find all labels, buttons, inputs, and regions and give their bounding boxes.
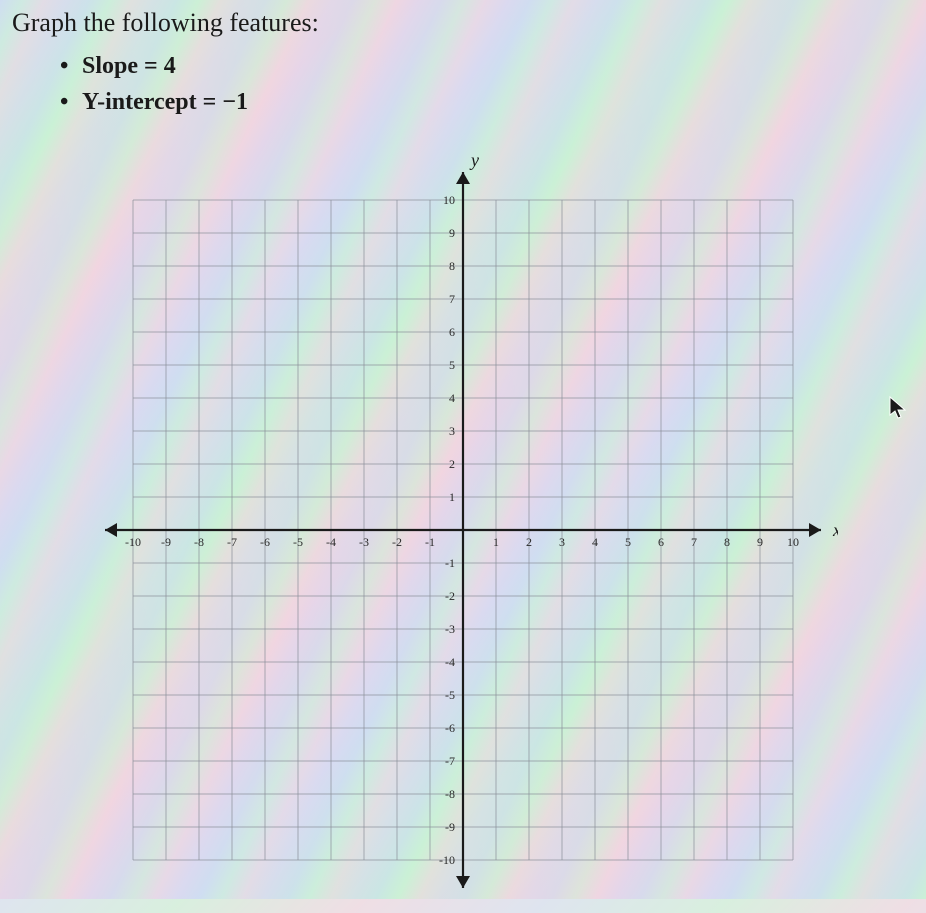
svg-text:4: 4 <box>592 535 598 549</box>
svg-text:-8: -8 <box>445 787 455 801</box>
svg-text:-1: -1 <box>425 535 435 549</box>
svg-text:-9: -9 <box>445 820 455 834</box>
svg-text:8: 8 <box>724 535 730 549</box>
svg-text:-8: -8 <box>194 535 204 549</box>
feature-value: −1 <box>222 89 248 115</box>
x-axis-label: x <box>832 520 838 540</box>
svg-text:-7: -7 <box>445 754 455 768</box>
svg-text:10: 10 <box>443 193 455 207</box>
svg-text:10: 10 <box>787 535 799 549</box>
svg-text:5: 5 <box>625 535 631 549</box>
svg-text:7: 7 <box>691 535 697 549</box>
svg-text:5: 5 <box>449 358 455 372</box>
svg-text:1: 1 <box>449 490 455 504</box>
svg-text:-2: -2 <box>392 535 402 549</box>
svg-text:-5: -5 <box>445 688 455 702</box>
feature-slope: Slope = 4 <box>82 48 914 84</box>
svg-text:-10: -10 <box>125 535 141 549</box>
chart-container: -10 -9 -8 -7 -6 -5 -4 -3 -2 -1 1 2 3 4 5 6 7 8 9 10 -10 -9 -8 -… <box>12 155 914 905</box>
svg-text:7: 7 <box>449 292 455 306</box>
svg-text:3: 3 <box>449 424 455 438</box>
svg-text:6: 6 <box>449 325 455 339</box>
feature-value: 4 <box>164 53 176 79</box>
svg-text:-4: -4 <box>445 655 455 669</box>
y-axis-label: y <box>469 155 479 170</box>
svg-text:-3: -3 <box>445 622 455 636</box>
feature-label: Y-intercept <box>82 89 197 115</box>
prompt-title: Graph the following features: <box>12 8 914 38</box>
feature-list: Slope = 4 Y-intercept = −1 <box>12 48 914 120</box>
svg-text:-10: -10 <box>439 853 455 867</box>
svg-text:-1: -1 <box>445 556 455 570</box>
svg-text:-2: -2 <box>445 589 455 603</box>
feature-yintercept: Y-intercept = −1 <box>82 84 914 120</box>
svg-text:-6: -6 <box>260 535 270 549</box>
svg-text:8: 8 <box>449 259 455 273</box>
svg-text:9: 9 <box>757 535 763 549</box>
svg-text:9: 9 <box>449 226 455 240</box>
cursor-icon <box>888 395 908 426</box>
svg-text:-5: -5 <box>293 535 303 549</box>
svg-text:3: 3 <box>559 535 565 549</box>
feature-label: Slope <box>82 53 138 79</box>
coordinate-plane[interactable]: -10 -9 -8 -7 -6 -5 -4 -3 -2 -1 1 2 3 4 5 6 7 8 9 10 -10 -9 -8 -… <box>88 155 838 905</box>
svg-text:-7: -7 <box>227 535 237 549</box>
svg-text:2: 2 <box>449 457 455 471</box>
svg-text:4: 4 <box>449 391 455 405</box>
content-area: Graph the following features: Slope = 4 … <box>0 0 926 913</box>
svg-text:2: 2 <box>526 535 532 549</box>
svg-text:-3: -3 <box>359 535 369 549</box>
svg-text:-6: -6 <box>445 721 455 735</box>
svg-text:-4: -4 <box>326 535 336 549</box>
svg-text:1: 1 <box>493 535 499 549</box>
svg-text:6: 6 <box>658 535 664 549</box>
svg-text:-9: -9 <box>161 535 171 549</box>
